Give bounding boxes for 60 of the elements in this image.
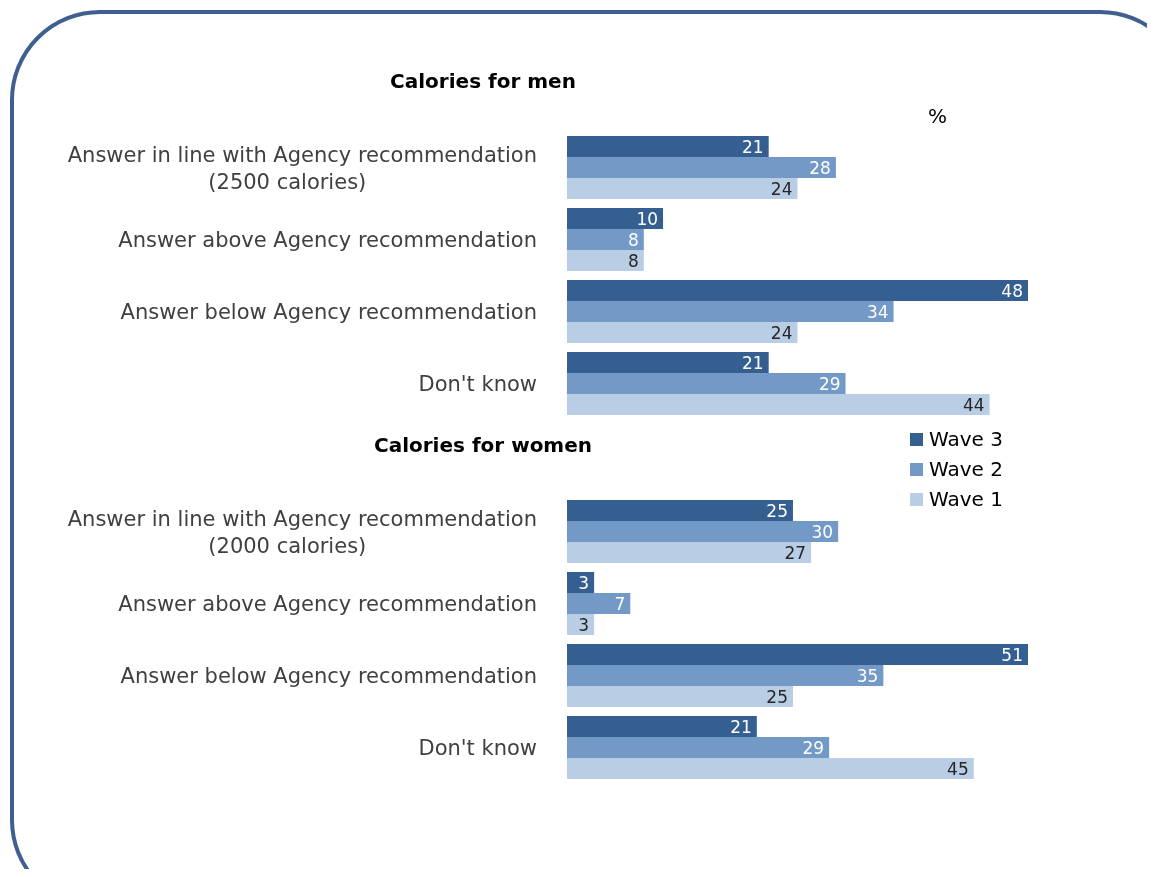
legend-label: Wave 1: [929, 487, 1003, 511]
data-label: 28: [809, 157, 831, 178]
data-label: 21: [742, 352, 764, 373]
chart-title: Calories for women: [373, 433, 593, 457]
y-tick-label: Answer below Agency recommendation: [120, 664, 537, 688]
legend-label: Wave 3: [929, 427, 1003, 451]
y-tick-label: Don't know: [418, 372, 537, 396]
data-label: 45: [947, 758, 969, 779]
bar: [567, 280, 1028, 301]
y-tick-label: Answer in line with Agency recommendation (2000 calories): [67, 506, 537, 558]
data-label: 24: [770, 322, 793, 343]
y-tick-label: Answer below Agency recommendation: [120, 300, 537, 324]
y-tick-label: Answer in line with Agency recommendation (2500 calories): [67, 142, 537, 194]
chart-title: Calories for men: [390, 69, 576, 93]
bar: [567, 301, 894, 322]
data-label: 8: [628, 229, 639, 250]
data-label: 27: [784, 542, 807, 563]
bar: [567, 737, 830, 758]
data-label: 21: [742, 136, 764, 157]
data-label: 29: [818, 373, 841, 394]
data-label: 3: [578, 572, 590, 593]
data-label: 44: [962, 394, 985, 415]
data-label: 3: [578, 614, 590, 635]
bar: [567, 686, 793, 707]
bar: [567, 644, 1028, 665]
bar: [567, 352, 769, 373]
bar: [567, 394, 990, 415]
bar: [567, 322, 798, 343]
bar: [567, 208, 664, 229]
bar: [567, 373, 846, 394]
data-label: 35: [856, 665, 879, 686]
bar: [567, 665, 884, 686]
data-label: 34: [866, 301, 889, 322]
bar: [567, 758, 974, 779]
data-label: 30: [811, 521, 834, 542]
bar: [567, 229, 644, 250]
data-label: 25: [766, 500, 788, 521]
data-label: 7: [614, 593, 626, 614]
data-label: 24: [770, 178, 793, 199]
y-tick-label: Answer above Agency recommendation: [118, 228, 537, 252]
data-label: 8: [628, 250, 639, 271]
text: %: [928, 104, 948, 128]
data-label: 48: [1001, 280, 1023, 301]
data-label: 25: [766, 686, 788, 707]
bar: [567, 136, 769, 157]
bar: [567, 178, 798, 199]
data-label: 21: [730, 716, 752, 737]
bar: [567, 250, 644, 271]
bar: [567, 593, 631, 614]
y-tick-label: Answer above Agency recommendation: [118, 592, 537, 616]
bar: [567, 542, 812, 563]
data-label: 29: [802, 737, 825, 758]
bar: [567, 157, 836, 178]
data-label: 51: [1001, 644, 1023, 665]
bar: [567, 500, 793, 521]
bar: [567, 521, 839, 542]
data-label: 10: [636, 208, 659, 229]
legend-label: Wave 2: [929, 457, 1003, 481]
y-tick-label: Don't know: [418, 736, 537, 760]
bar: [567, 716, 757, 737]
